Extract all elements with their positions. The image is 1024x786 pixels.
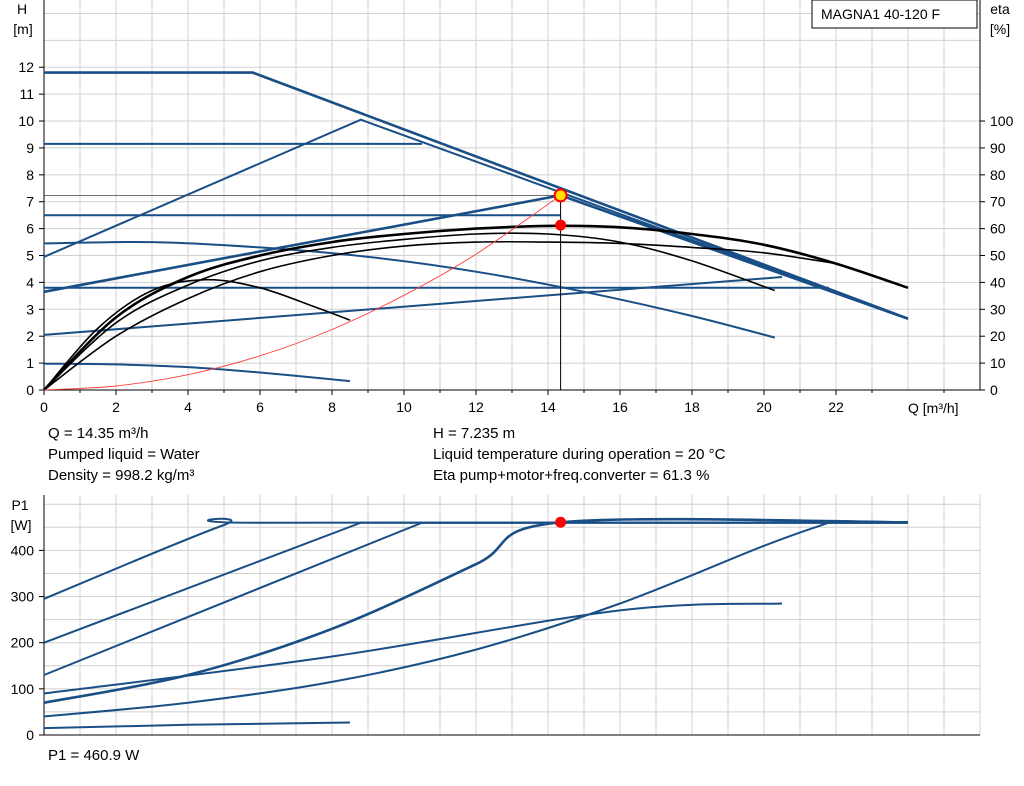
power-y-tick-label: 400 bbox=[11, 542, 35, 558]
y-tick-label: 10 bbox=[18, 113, 34, 129]
power-curve bbox=[43, 602, 783, 695]
power-y-tick-label: 200 bbox=[11, 635, 35, 651]
x-tick-label: 20 bbox=[756, 399, 772, 415]
y-tick-label: 6 bbox=[26, 221, 34, 237]
y-tick-label: 1 bbox=[26, 355, 34, 371]
y-tick-label: 3 bbox=[26, 301, 34, 317]
y2-tick-label: 70 bbox=[990, 194, 1006, 210]
title-box: MAGNA1 40-120 F bbox=[811, 0, 978, 29]
y2-tick-label: 80 bbox=[990, 167, 1006, 183]
duty-point-eta bbox=[555, 219, 567, 231]
y2-tick-label: 40 bbox=[990, 274, 1006, 290]
density-readout: Density = 998.2 kg/m³ bbox=[48, 467, 195, 484]
head-curve-proportional-mid bbox=[43, 276, 783, 336]
head-curve-constant-pressure-high bbox=[43, 118, 909, 320]
x-tick-label: 2 bbox=[112, 399, 120, 415]
title-box-label: MAGNA1 40-120 F bbox=[821, 6, 940, 22]
power-y-axis-unit: [W] bbox=[11, 517, 32, 533]
head-readout: H = 7.235 m bbox=[433, 425, 516, 442]
y-axis-unit: [m] bbox=[13, 21, 32, 37]
eta-curve bbox=[43, 232, 776, 391]
duty-point-marks bbox=[553, 188, 568, 528]
head-curve-curve-i bbox=[43, 362, 351, 383]
power-y-tick-label: 300 bbox=[11, 589, 35, 605]
liquid-temperature-readout: Liquid temperature during operation = 20… bbox=[433, 446, 726, 463]
system-curve bbox=[43, 195, 561, 391]
y-axis-label: H bbox=[17, 1, 27, 17]
power-y-tick-label: 0 bbox=[26, 727, 34, 743]
power-y-tick-label: 100 bbox=[11, 681, 35, 697]
y-tick-label: 2 bbox=[26, 328, 34, 344]
head-curve-max bbox=[44, 71, 909, 320]
x-tick-label: 10 bbox=[396, 399, 412, 415]
y-tick-label: 7 bbox=[26, 194, 34, 210]
head-chart-grid bbox=[44, 0, 980, 390]
y2-axis-label: eta bbox=[990, 1, 1010, 17]
y-tick-label: 4 bbox=[26, 274, 34, 290]
y2-axis-unit: [%] bbox=[990, 21, 1010, 37]
power-chart-grid bbox=[44, 495, 981, 735]
pumped-liquid-readout: Pumped liquid = Water bbox=[48, 446, 200, 463]
y-tick-label: 9 bbox=[26, 140, 34, 156]
eta-curve bbox=[43, 278, 351, 391]
efficiency-readout: Eta pump+motor+freq.converter = 61.3 % bbox=[433, 467, 710, 484]
x-tick-label: 8 bbox=[328, 399, 336, 415]
efficiency-curves bbox=[43, 224, 909, 391]
head-chart-ticks: 0 2 4 6 8 10 12 14 16 18 20 22012345678910111201020… bbox=[18, 59, 1013, 415]
x-tick-label: 4 bbox=[184, 399, 192, 415]
y-tick-label: 11 bbox=[19, 86, 34, 102]
eta-curve bbox=[43, 240, 837, 391]
x-tick-label: 0 bbox=[40, 399, 48, 415]
power-curve bbox=[43, 721, 351, 730]
y-tick-label: 0 bbox=[26, 382, 34, 398]
y2-tick-label: 100 bbox=[990, 113, 1014, 129]
x-tick-label: 16 bbox=[612, 399, 628, 415]
head-curve-curve-iii bbox=[43, 240, 776, 339]
y-tick-label: 8 bbox=[26, 167, 34, 183]
y2-tick-label: 30 bbox=[990, 301, 1006, 317]
x-axis-label: Q [m³/h] bbox=[908, 400, 959, 416]
y-tick-label: 12 bbox=[18, 59, 34, 75]
power-curves bbox=[43, 517, 909, 730]
eta-curve bbox=[43, 224, 909, 391]
y-tick-label: 5 bbox=[26, 248, 34, 264]
y2-tick-label: 60 bbox=[990, 221, 1006, 237]
system-curve-line bbox=[43, 195, 561, 391]
power-curve bbox=[43, 521, 830, 718]
power-chart-ticks: 0 100 200 300 400 bbox=[11, 542, 44, 743]
x-tick-label: 12 bbox=[468, 399, 484, 415]
power-curve bbox=[43, 521, 908, 676]
duty-point-power bbox=[555, 516, 567, 528]
x-tick-label: 14 bbox=[540, 399, 556, 415]
x-tick-label: 18 bbox=[684, 399, 700, 415]
x-tick-label: 22 bbox=[828, 399, 844, 415]
power-y-axis-label: P1 bbox=[11, 497, 28, 513]
duty-point-head bbox=[553, 188, 568, 203]
y2-tick-label: 0 bbox=[990, 382, 998, 398]
y2-tick-label: 10 bbox=[990, 355, 1006, 371]
x-tick-label: 6 bbox=[256, 399, 264, 415]
flow-readout: Q = 14.35 m³/h bbox=[48, 425, 149, 442]
y2-tick-label: 50 bbox=[990, 248, 1006, 264]
y2-tick-label: 90 bbox=[990, 140, 1006, 156]
y2-tick-label: 20 bbox=[990, 328, 1006, 344]
power-readout: P1 = 460.9 W bbox=[48, 747, 140, 764]
power-chart-frame bbox=[43, 495, 980, 736]
